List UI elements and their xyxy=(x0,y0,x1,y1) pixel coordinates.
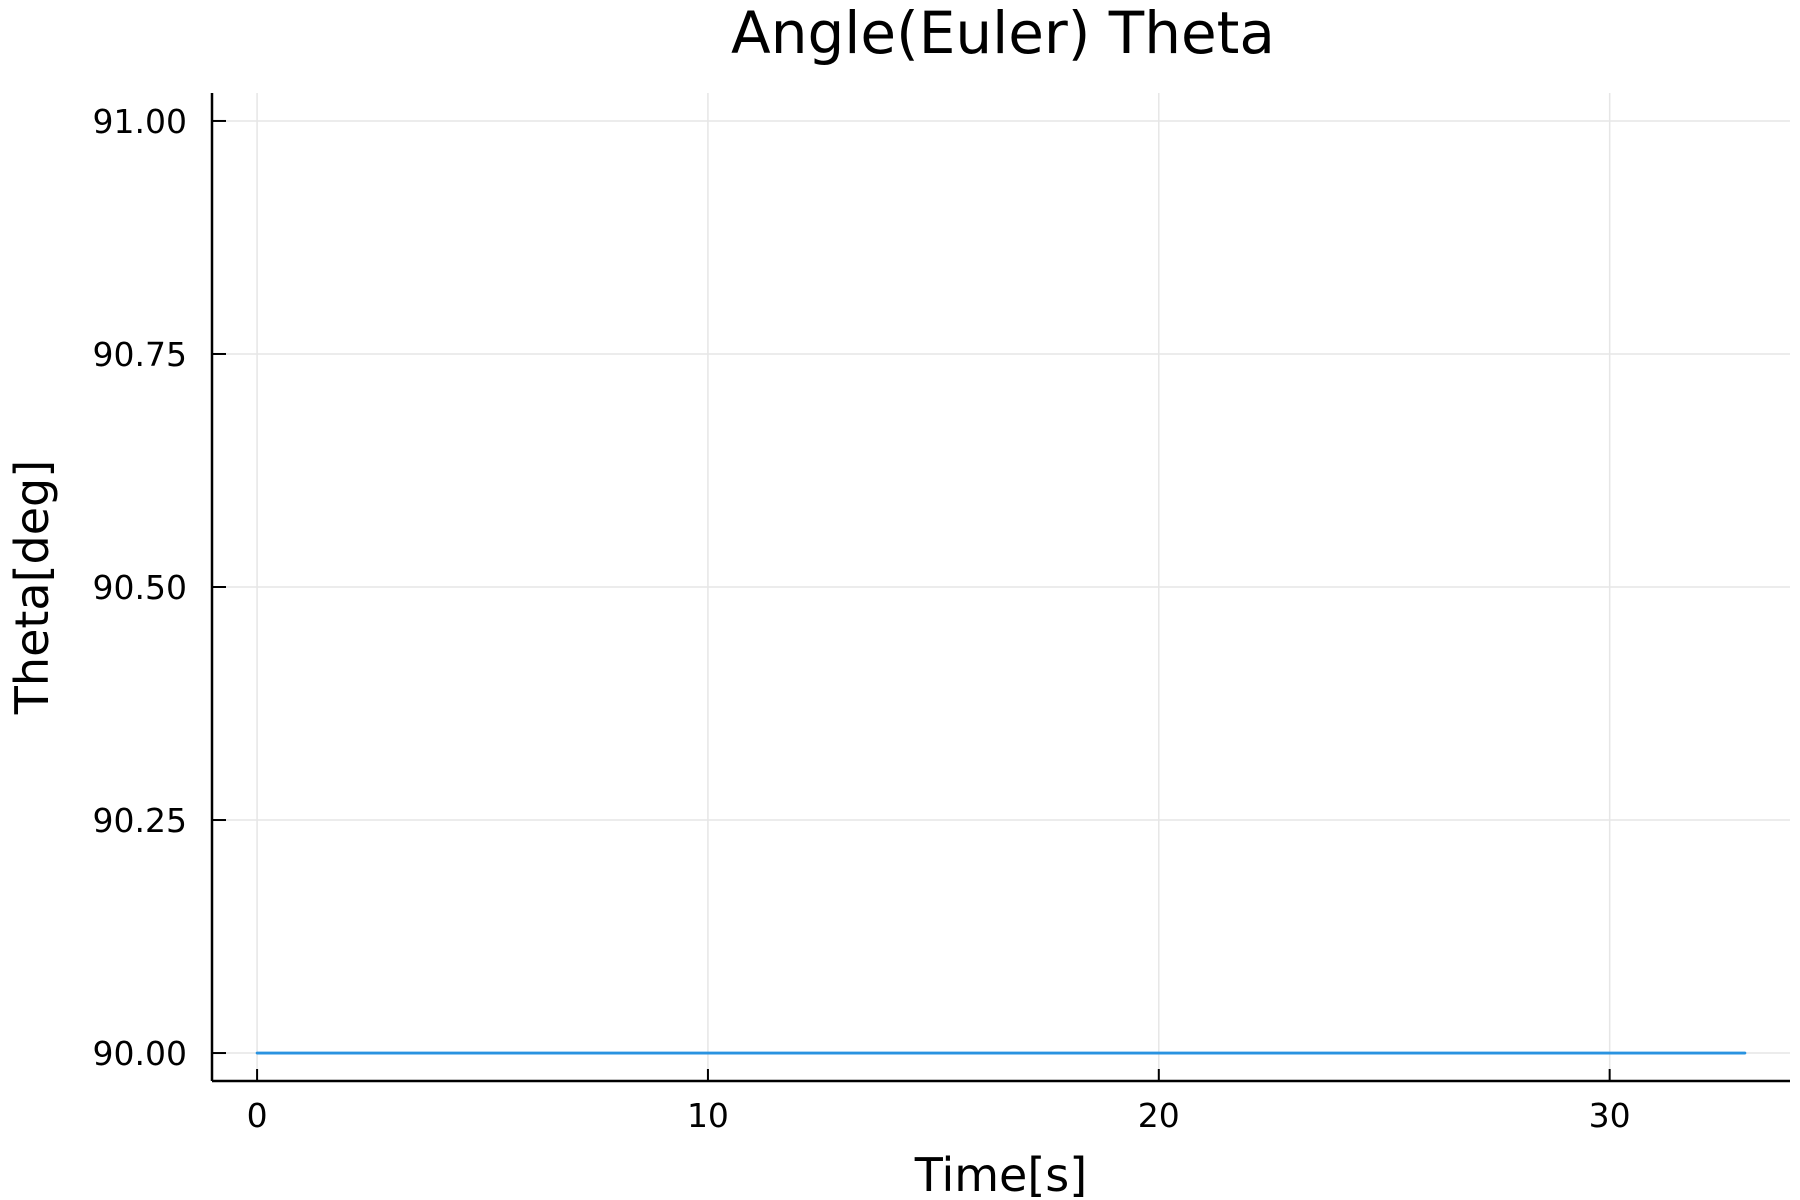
y-axis-label: Theta[deg] xyxy=(5,460,59,715)
x-tick-label: 10 xyxy=(687,1096,729,1135)
y-tick-label: 90.25 xyxy=(93,801,187,840)
x-tick-label: 0 xyxy=(247,1096,268,1135)
y-tick-label: 91.00 xyxy=(93,102,187,141)
x-tick-label: 30 xyxy=(1589,1096,1631,1135)
chart-title: Angle(Euler) Theta xyxy=(731,0,1275,67)
x-tick-label: 20 xyxy=(1138,1096,1180,1135)
y-tick-label: 90.75 xyxy=(93,335,187,374)
x-axis-label: Time[s] xyxy=(914,1148,1087,1200)
y-tick-label: 90.50 xyxy=(93,568,187,607)
y-tick-label: 90.00 xyxy=(93,1034,187,1073)
tick-layer: 0 10 20 30 90.00 90.25 90.50 90.75 91.00 xyxy=(93,102,1631,1135)
